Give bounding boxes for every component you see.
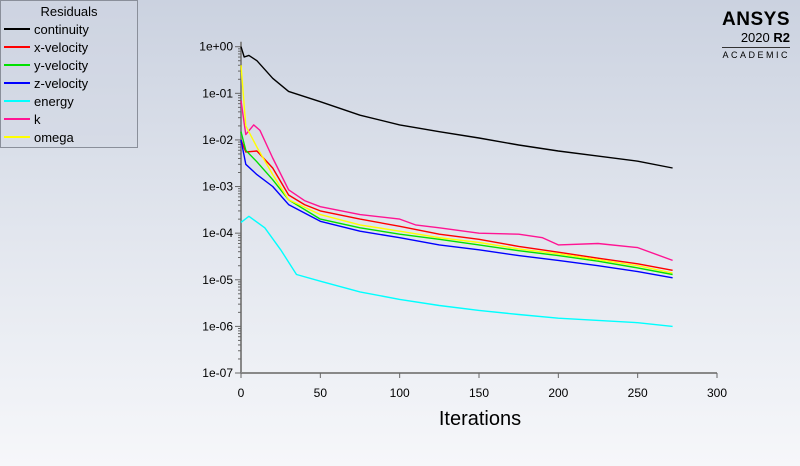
legend-label: omega	[34, 129, 74, 145]
logo-version: 2020	[740, 30, 770, 45]
legend-swatch	[4, 28, 30, 30]
logo-edition: ACADEMIC	[722, 47, 790, 62]
x-tick-label: 50	[314, 386, 328, 400]
legend-item-omega: omega	[1, 128, 137, 146]
ansys-logo: ANSYS 2020 R2 ACADEMIC	[722, 10, 790, 62]
legend-label: energy	[34, 93, 74, 109]
legend-label: x-velocity	[34, 39, 89, 55]
legend-title: Residuals	[40, 4, 98, 19]
legend-item-y-velocity: y-velocity	[1, 56, 137, 74]
legend-item-z-velocity: z-velocity	[1, 74, 137, 92]
y-tick-label: 1e-06	[202, 319, 233, 333]
legend-swatch	[4, 82, 30, 84]
series-line-z-velocity	[240, 139, 673, 279]
x-tick-label: 300	[707, 386, 727, 400]
legend-swatch	[4, 100, 30, 102]
legend-item-x-velocity: x-velocity	[1, 38, 137, 56]
series-line-energy	[240, 215, 673, 328]
x-tick-label: 0	[238, 386, 245, 400]
legend-label: continuity	[34, 21, 89, 37]
series-line-k	[240, 100, 673, 262]
legend-swatch	[4, 64, 30, 66]
y-tick-label: 1e-05	[202, 273, 233, 287]
y-tick-label: 1e-03	[202, 180, 233, 194]
x-tick-label: 250	[628, 386, 648, 400]
y-tick-label: 1e+00	[199, 40, 233, 54]
logo-brand: ANSYS	[722, 9, 790, 30]
series-line-x-velocity	[240, 139, 673, 271]
x-tick-label: 200	[548, 386, 568, 400]
legend: Residuals continuity x-velocity y-velocity…	[0, 0, 138, 148]
x-tick-label: 150	[469, 386, 489, 400]
x-tick-label: 100	[390, 386, 410, 400]
logo-release: R2	[773, 30, 790, 45]
legend-label: y-velocity	[34, 57, 89, 73]
legend-swatch	[4, 136, 30, 138]
legend-swatch	[4, 46, 30, 48]
y-tick-label: 1e-02	[202, 133, 233, 147]
legend-swatch	[4, 118, 30, 120]
legend-label: k	[34, 111, 41, 127]
y-tick-label: 1e-01	[202, 86, 233, 100]
series-line-y-velocity	[240, 131, 673, 276]
y-tick-label: 1e-07	[202, 366, 233, 380]
y-tick-label: 1e-04	[202, 226, 233, 240]
series-line-omega	[240, 65, 673, 274]
legend-item-continuity: continuity	[1, 20, 137, 38]
legend-item-k: k	[1, 110, 137, 128]
legend-label: z-velocity	[34, 75, 89, 91]
series-line-continuity	[240, 46, 673, 169]
legend-item-energy: energy	[1, 92, 137, 110]
x-axis-label: Iterations	[439, 408, 521, 430]
